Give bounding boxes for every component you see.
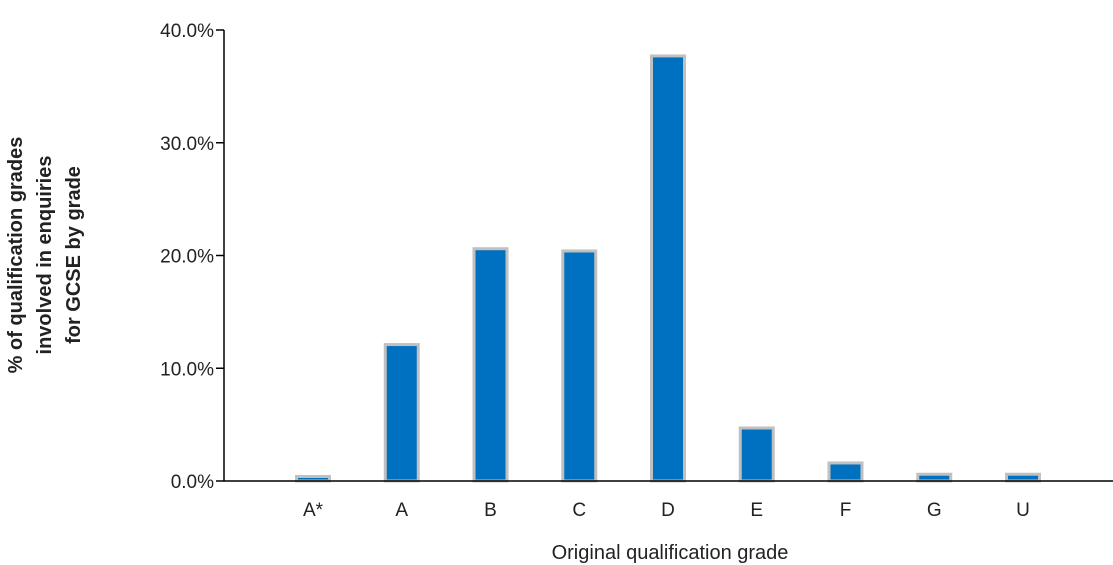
x-axis-title: Original qualification grade: [552, 542, 789, 564]
bar: [472, 247, 509, 483]
y-axis-ticks: 0.0% 10.0% 20.0% 30.0% 40.0%: [160, 21, 224, 493]
y-axis-title-line-1: % of qualification grades: [5, 137, 27, 374]
x-tick-label: E: [750, 500, 763, 521]
y-tick-label: 0.0%: [171, 472, 214, 493]
bars: [295, 54, 1041, 483]
y-tick-label: 10.0%: [160, 359, 214, 380]
x-tick-label: D: [661, 500, 675, 521]
axes: [223, 30, 1113, 482]
x-tick-label: F: [840, 500, 852, 521]
x-axis-ticks: A* A B C D E F G U: [303, 500, 1030, 521]
x-tick-label: B: [484, 500, 497, 521]
y-axis-title: % of qualification grades involved in en…: [5, 137, 85, 374]
y-tick-label: 30.0%: [160, 134, 214, 155]
bar: [738, 426, 775, 483]
y-axis-title-line-3: for GCSE by grade: [63, 166, 85, 344]
bar: [916, 472, 953, 483]
y-axis-title-line-2: involved in enquiries: [34, 156, 56, 355]
bar: [650, 54, 686, 483]
y-tick-label: 40.0%: [160, 21, 214, 42]
x-tick-label: A*: [303, 500, 324, 521]
x-tick-label: C: [572, 500, 586, 521]
bar: [1005, 472, 1041, 483]
bar: [561, 249, 598, 483]
x-tick-label: A: [395, 500, 408, 521]
y-tick-label: 20.0%: [160, 247, 214, 268]
bar: [827, 461, 864, 483]
bar: [383, 343, 420, 483]
x-tick-label: G: [927, 500, 942, 521]
x-tick-label: U: [1016, 500, 1030, 521]
